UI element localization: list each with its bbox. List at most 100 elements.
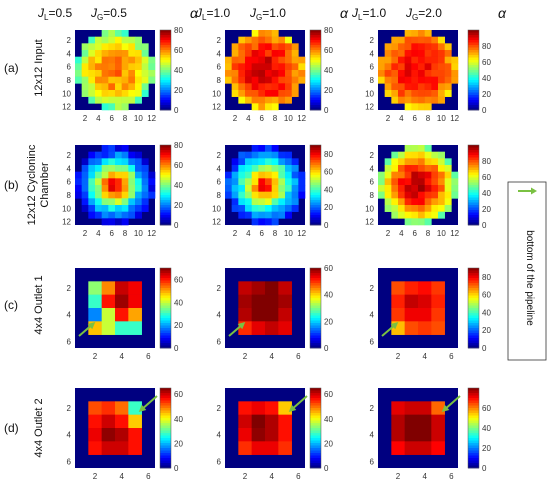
heatmap-cell [121, 63, 129, 71]
colorbar-segment [310, 195, 321, 198]
heatmap-cell [128, 401, 142, 415]
heatmap-cell [128, 70, 136, 77]
colorbar-segment [310, 403, 321, 406]
heatmap-cell [424, 145, 432, 152]
x-tick-label: 4 [246, 229, 251, 238]
heatmap-cell [431, 281, 445, 295]
heatmap-cell [278, 165, 286, 172]
heatmap-cell [418, 178, 425, 186]
colorbar-segment [160, 60, 171, 63]
colorbar-segment [468, 52, 479, 56]
colorbar-segment [310, 418, 321, 421]
colorbar-segment [310, 398, 321, 401]
heatmap-cell [418, 428, 432, 442]
heatmap-cell [278, 76, 286, 84]
colorbar-segment [468, 170, 479, 173]
heatmap-cell [115, 205, 122, 212]
heatmap-cell [115, 145, 122, 152]
heatmap-cell [128, 36, 136, 44]
heatmap-cell [391, 76, 399, 84]
colorbar-segment [468, 77, 479, 81]
heatmap-cell [81, 178, 89, 186]
heatmap-cell [238, 414, 252, 429]
heatmap-cell [271, 178, 279, 186]
heatmap-cell [128, 43, 136, 51]
heatmap-cell [285, 56, 292, 64]
heatmap-cell [265, 145, 272, 152]
colorbar-segment [468, 212, 479, 216]
heatmap-cell [271, 96, 279, 104]
colorbar-tick-label: 80 [174, 141, 183, 150]
heatmap-cell [245, 205, 252, 212]
heatmap-cell [378, 70, 385, 77]
heatmap-cell [271, 36, 279, 44]
heatmap-cell [258, 218, 266, 226]
heatmap-cell [115, 151, 122, 159]
heatmap-cell [231, 205, 239, 212]
heatmap-cell [438, 76, 445, 84]
colorbar-segment [468, 195, 479, 198]
y-tick-label: 4 [67, 431, 72, 440]
colorbar-segment [468, 197, 479, 201]
colorbar-segment [468, 47, 479, 51]
x-tick-label: 4 [399, 114, 404, 123]
heatmap-cell [81, 50, 89, 57]
heatmap-cell [451, 171, 459, 179]
colorbar-segment [160, 220, 171, 223]
heatmap-cell [88, 151, 96, 159]
colorbar-tick-label: 60 [324, 264, 333, 273]
heatmap-cell [258, 211, 266, 219]
x-tick-label: 4 [399, 229, 404, 238]
x-tick-label: 4 [422, 352, 427, 361]
colorbar-segment [160, 453, 171, 456]
y-tick-label: 6 [370, 178, 375, 187]
colorbar-segment [160, 333, 171, 336]
heatmap-cell [411, 30, 419, 37]
colorbar-segment [468, 298, 479, 301]
colorbar-segment [160, 318, 171, 321]
y-tick-label: 4 [217, 164, 222, 173]
colorbar-segment [160, 445, 171, 449]
heatmap-cell [101, 63, 109, 71]
heatmap-cell [384, 185, 392, 192]
heatmap-cell [95, 198, 102, 206]
heatmap-cell [265, 308, 279, 322]
heatmap-cell [95, 56, 102, 64]
colorbar-segment [468, 177, 479, 181]
y-tick-label: 2 [370, 36, 375, 45]
heatmap-cell [101, 198, 109, 206]
heatmap-cell [444, 165, 452, 172]
colorbar-segment [160, 95, 171, 98]
heatmap-cell [88, 63, 96, 71]
heatmap-cell [418, 294, 432, 309]
colorbar-segment [310, 318, 321, 321]
heatmap-cell [101, 218, 109, 226]
heatmap-cell [128, 171, 136, 179]
heatmap-cell [251, 103, 259, 111]
heatmap-cell [101, 178, 109, 186]
heatmap-cell [278, 211, 286, 219]
colorbar-segment [310, 197, 321, 201]
heatmap-cell [101, 205, 109, 212]
colorbar-segment [310, 150, 321, 153]
heatmap-cell [265, 30, 272, 37]
heatmap-cell [135, 43, 142, 51]
colorbar-segment [160, 187, 171, 191]
colorbar-segment [468, 80, 479, 83]
heatmap-cell [108, 178, 116, 186]
heatmap-cell [285, 191, 292, 199]
colorbar-segment [160, 87, 171, 91]
heatmap-cell [398, 96, 405, 104]
colorbar-segment [468, 330, 479, 334]
heatmap-cell [418, 281, 432, 295]
heatmap-cell [438, 165, 445, 172]
heatmap-cell [418, 151, 425, 159]
colorbar-segment [310, 433, 321, 436]
heatmap-cell [128, 90, 136, 97]
heatmap-cell [101, 43, 109, 51]
colorbar-segment [160, 400, 171, 404]
heatmap-cell [238, 198, 246, 206]
y-tick-label: 2 [217, 36, 222, 45]
colorbar-segment [468, 65, 479, 68]
colorbar-segment [310, 37, 321, 41]
